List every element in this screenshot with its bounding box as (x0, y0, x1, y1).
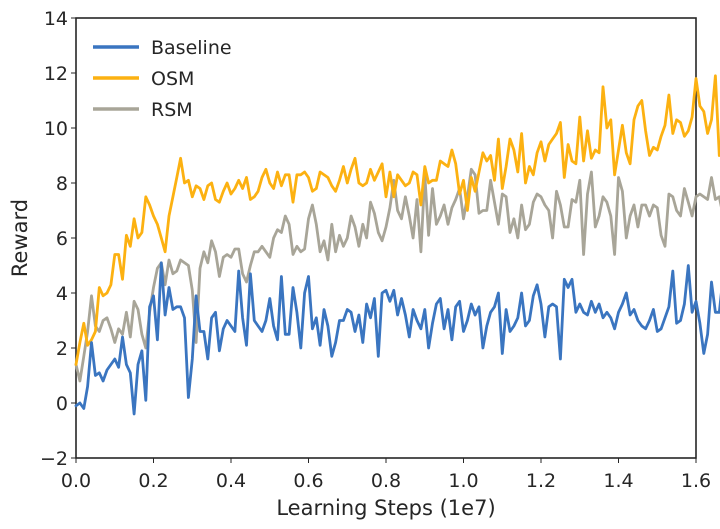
y-tick-label: 12 (44, 63, 68, 85)
y-tick-label: 0 (56, 393, 68, 415)
x-tick-label: 0.6 (293, 470, 323, 492)
x-tick-label: 1.0 (448, 470, 478, 492)
series-lines (74, 74, 720, 416)
y-tick-label: 2 (56, 338, 68, 360)
y-tick-label: 10 (44, 118, 68, 140)
y-tick-label: 8 (56, 173, 68, 195)
y-axis-label: Reward (8, 199, 32, 277)
x-tick-label: 0.0 (61, 470, 91, 492)
x-axis-label: Learning Steps (1e7) (276, 496, 495, 520)
y-tick-label: 6 (56, 228, 68, 250)
x-tick-label: 1.6 (681, 470, 711, 492)
series-line-osm (74, 74, 720, 366)
series-line-rsm (74, 167, 720, 383)
y-tick-label: 4 (56, 283, 68, 305)
plot-area (75, 17, 697, 459)
legend-label-baseline: Baseline (151, 37, 232, 59)
x-tick-label: 1.4 (603, 470, 633, 492)
legend-label-osm: OSM (151, 68, 194, 90)
y-tick-label: −2 (40, 448, 68, 470)
legend-label-rsm: RSM (151, 99, 193, 121)
y-axis-ticks: −2 0 2 4 6 8 10 12 14 (40, 8, 76, 470)
x-tick-label: 0.4 (216, 470, 246, 492)
x-tick-label: 0.2 (138, 470, 168, 492)
x-axis-ticks: 0.0 0.2 0.4 0.6 0.8 1.0 1.2 1.4 1.6 (61, 458, 711, 492)
series-line-baseline (74, 261, 720, 416)
x-tick-label: 1.2 (526, 470, 556, 492)
legend: Baseline OSM RSM (93, 37, 232, 121)
y-tick-label: 14 (44, 8, 68, 30)
x-tick-label: 0.8 (371, 470, 401, 492)
